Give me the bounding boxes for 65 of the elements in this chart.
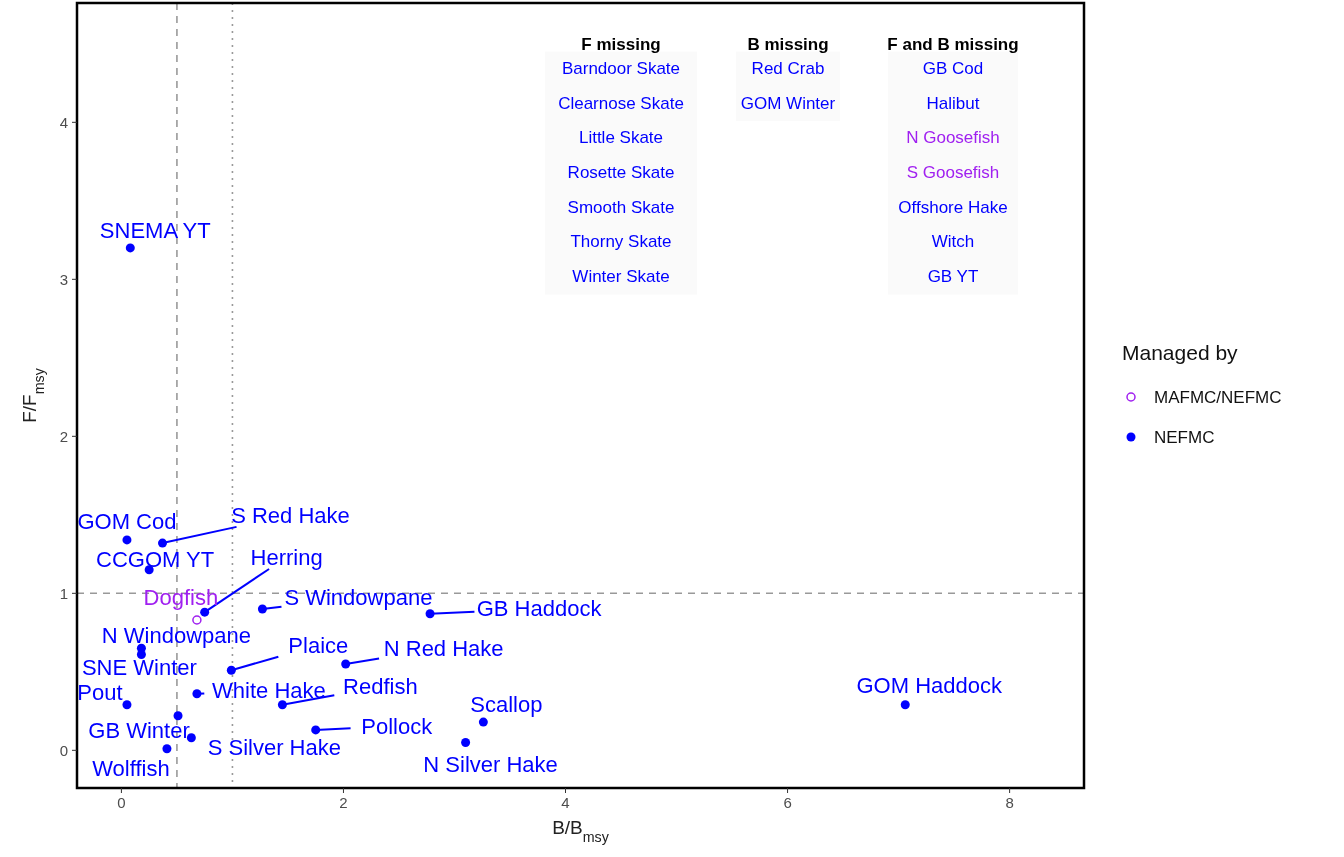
annotation: SNEMA YT	[99, 217, 211, 243]
legend-label: MAFMC/NEFMC	[1154, 387, 1282, 407]
text: GOM Winter	[740, 93, 836, 113]
text: Rosette Skate	[567, 163, 675, 183]
text: GB YT	[927, 267, 979, 287]
text: N Goosefish	[906, 128, 1000, 148]
text: Barndoor Skate	[561, 58, 681, 78]
y-tick-label: 3	[59, 270, 68, 288]
x-tick-label: 0	[117, 794, 126, 811]
x-axis-title: B/B$_{msy}$	[552, 817, 610, 845]
annotation: GOM Haddock	[856, 673, 1003, 699]
point	[461, 737, 471, 747]
annotation: N Silver Hake	[423, 752, 558, 778]
annotation: Pollock	[361, 713, 434, 739]
annotation: Dogfish	[143, 584, 219, 610]
text: Smooth Skate	[567, 197, 675, 217]
point	[122, 535, 132, 545]
point	[173, 711, 183, 721]
legend-title: Managed by	[1122, 341, 1239, 364]
annotation: Wolffish	[92, 756, 170, 782]
point	[478, 717, 488, 727]
point	[125, 243, 135, 253]
category-label: B missing	[747, 34, 829, 54]
text: Little Skate	[578, 128, 664, 148]
y-tick-label: 4	[59, 113, 68, 131]
annotation: N Red Hake	[383, 635, 504, 661]
annotation: CCGOM YT	[96, 547, 215, 573]
text: Winter Skate	[572, 267, 670, 287]
category-label: F and B missing	[887, 34, 1019, 54]
text: Halibut	[926, 93, 980, 113]
y-tick-label: 2	[59, 427, 68, 445]
annotation: GOM Cod	[77, 508, 177, 534]
point	[162, 744, 172, 754]
point	[192, 615, 202, 625]
annotation: N Windowpane	[101, 622, 251, 648]
annotation: Scallop	[470, 691, 543, 717]
annotation: SNE Winter	[81, 655, 197, 681]
legend-label: NEFMC	[1154, 427, 1215, 447]
annotation: Herring	[250, 544, 323, 570]
text: S Goosefish	[906, 163, 1000, 183]
annotation: GB Winter	[88, 718, 190, 744]
y-tick-label: 0	[59, 741, 68, 759]
x-tick-label: 8	[1005, 794, 1014, 811]
text: Witch	[931, 232, 975, 252]
annotation: Plaice	[288, 632, 349, 658]
annotation: S Silver Hake	[207, 735, 341, 761]
text: Clearnose Skate	[558, 93, 684, 113]
point	[122, 700, 132, 710]
annotation: Redfish	[343, 674, 418, 700]
point	[136, 650, 146, 660]
x-tick-label: 2	[339, 794, 348, 811]
text: Thorny Skate	[570, 232, 672, 252]
annotation: GB Haddock	[476, 596, 603, 622]
x-tick-label: 4	[561, 794, 570, 811]
annotation: White Hake	[212, 677, 326, 703]
x-tick-label: 6	[783, 794, 792, 811]
annotation: S Red Hake	[231, 502, 350, 528]
category-label: F missing	[581, 34, 661, 54]
text: Red Crab	[751, 58, 825, 78]
point	[900, 700, 910, 710]
text: GB Cod	[922, 58, 984, 78]
text: Offshore Hake	[898, 197, 1008, 217]
annotation: Pout	[77, 680, 123, 706]
annotation: S Windowpane	[284, 584, 433, 610]
y-tick-label: 1	[59, 584, 68, 602]
